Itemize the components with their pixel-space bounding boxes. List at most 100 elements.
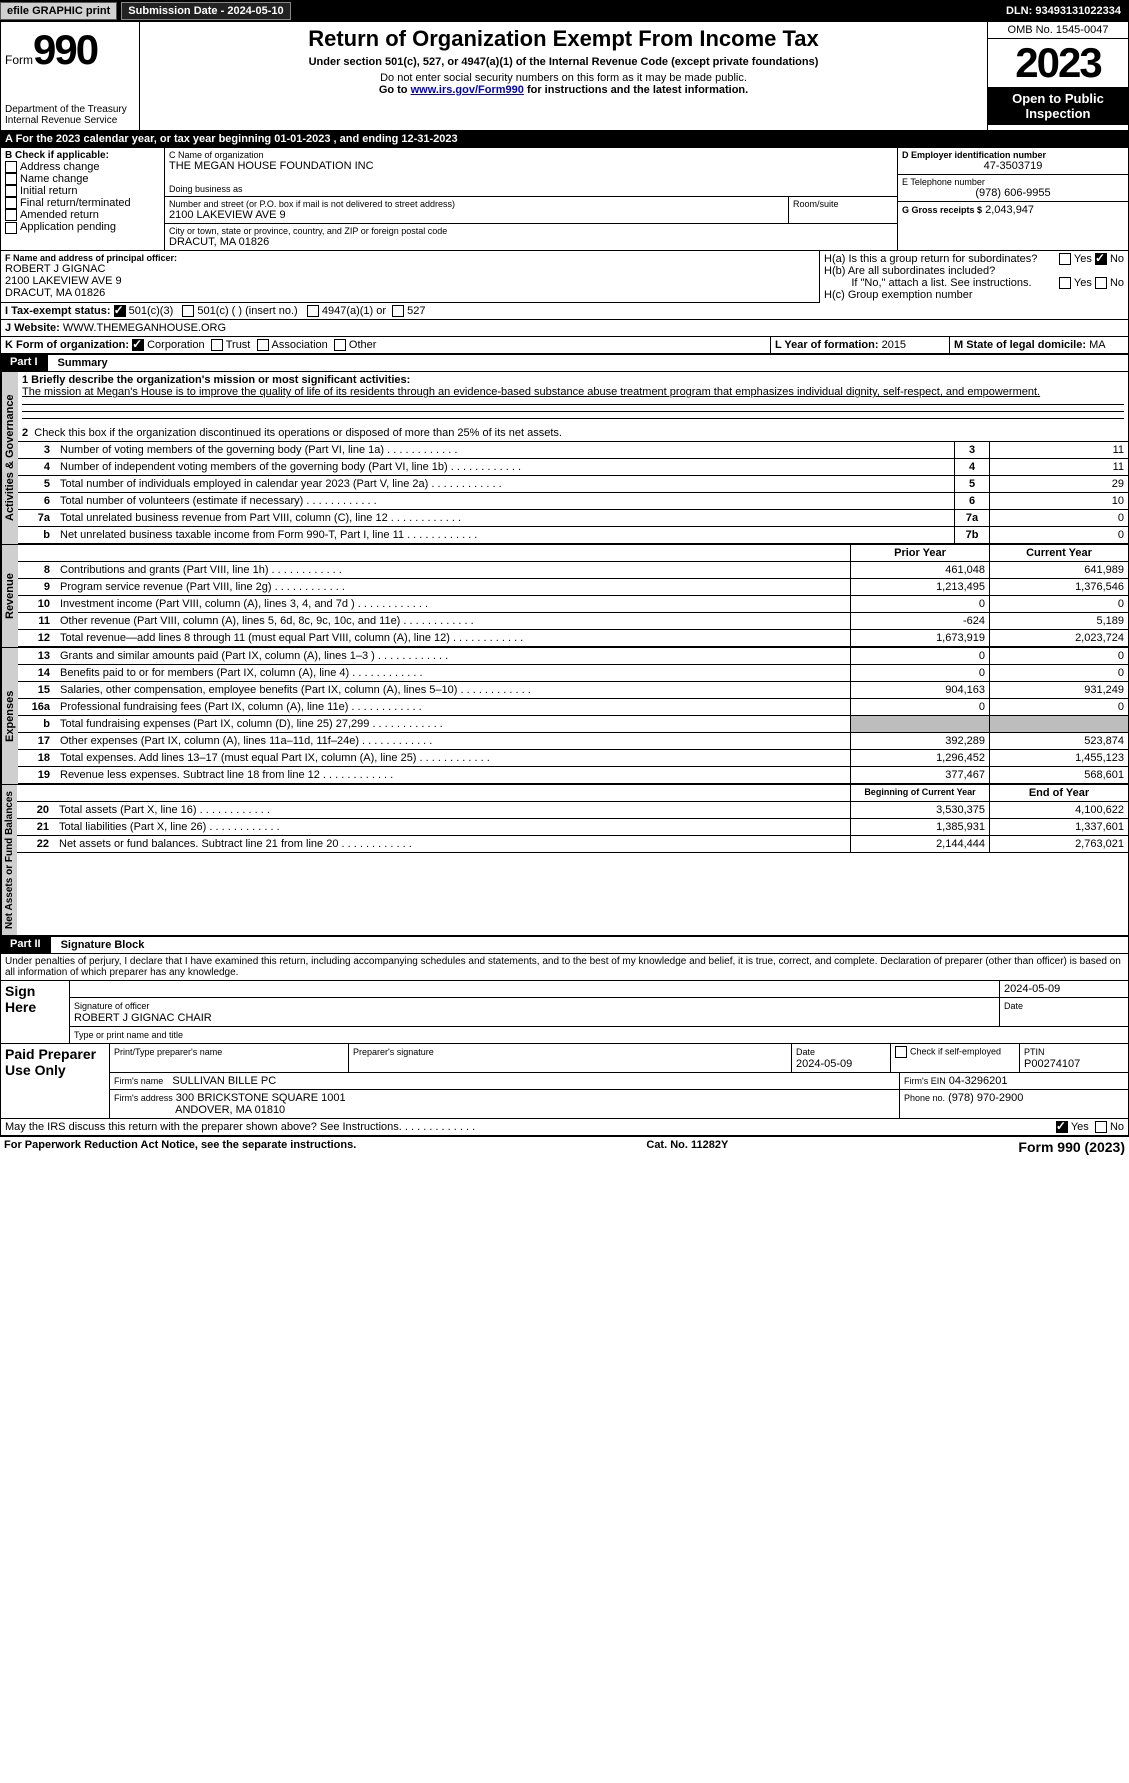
org-name-label: C Name of organization [169,150,893,160]
h-a-no-chk[interactable] [1095,253,1107,265]
ein: 47-3503719 [902,160,1124,172]
current-value: 1,455,123 [989,750,1128,766]
chk-527[interactable] [392,305,404,317]
section-h: H(a) Is this a group return for subordin… [820,251,1128,303]
vert-expenses: Expenses [1,648,18,784]
prior-value: -624 [850,613,989,629]
line-text: Investment income (Part VIII, column (A)… [56,596,850,612]
org-name: THE MEGAN HOUSE FOUNDATION INC [169,160,893,172]
section-m: M State of legal domicile: MA [950,337,1128,353]
footer-mid: Cat. No. 11282Y [646,1139,728,1155]
chk-address[interactable]: Address change [5,161,160,173]
dln-value: 93493131022334 [1035,5,1121,17]
line-num: 14 [18,665,56,681]
goto-note: Go to www.irs.gov/Form990 for instructio… [146,84,981,96]
chk-4947[interactable] [307,305,319,317]
chk-trust[interactable] [211,339,223,351]
section-i: I Tax-exempt status: 501(c)(3) 501(c) ( … [1,303,1128,320]
current-value: 4,100,622 [989,802,1128,818]
line-box: 4 [954,459,989,475]
website: WWW.THEMEGANHOUSE.ORG [63,322,226,334]
col-begin: Beginning of Current Year [850,785,989,801]
h-a-yes: Yes [1074,253,1092,265]
officer-title-label: Type or print name and title [74,1030,183,1040]
discuss-text: May the IRS discuss this return with the… [5,1121,475,1133]
section-j: J Website: WWW.THEMEGANHOUSE.ORG [1,320,1128,336]
chk-initial[interactable]: Initial return [5,185,160,197]
line-text: Total number of volunteers (estimate if … [56,493,954,509]
exp-row-18: 18 Total expenses. Add lines 13–17 (must… [18,750,1128,767]
current-value: 1,337,601 [989,819,1128,835]
line-value: 0 [989,510,1128,526]
chk-assoc[interactable] [257,339,269,351]
line-text: Other expenses (Part IX, column (A), lin… [56,733,850,749]
page-footer: For Paperwork Reduction Act Notice, see … [0,1136,1129,1157]
discuss-no-chk[interactable] [1095,1121,1107,1133]
prep-date-label: Date [796,1047,815,1057]
ptin-label: PTIN [1024,1047,1045,1057]
discuss-yes-chk[interactable] [1056,1121,1068,1133]
gross-receipts: 2,043,947 [985,204,1034,216]
h-c-label: H(c) Group exemption number [824,289,1124,301]
chk-name-label: Name change [20,173,89,185]
h-b-no-chk[interactable] [1095,277,1107,289]
gov-row-3: 3 Number of voting members of the govern… [18,442,1128,459]
chk-other[interactable] [334,339,346,351]
exp-row-19: 19 Revenue less expenses. Subtract line … [18,767,1128,784]
form-subtitle: Under section 501(c), 527, or 4947(a)(1)… [146,56,981,68]
current-value: 931,249 [989,682,1128,698]
current-value: 5,189 [989,613,1128,629]
line-num: 19 [18,767,56,783]
chk-corp[interactable] [132,339,144,351]
line-text: Total revenue—add lines 8 through 11 (mu… [56,630,850,646]
domicile-label: M State of legal domicile: [954,339,1086,351]
assoc-label: Association [272,339,328,351]
h-b-row: H(b) Are all subordinates included? Yes … [824,265,1124,277]
col-prior: Prior Year [850,545,989,561]
net-row-21: 21 Total liabilities (Part X, line 26) 1… [17,819,1128,836]
year-formation-label: L Year of formation: [775,339,879,351]
phone-label: E Telephone number [902,177,1124,187]
irs-link[interactable]: www.irs.gov/Form990 [411,84,524,96]
prior-value: 392,289 [850,733,989,749]
efile-graphic-print-button[interactable]: efile GRAPHIC print [0,2,117,20]
city: DRACUT, MA 01826 [169,236,893,248]
current-value: 523,874 [989,733,1128,749]
prior-value [850,716,989,732]
chk-pending[interactable]: Application pending [5,221,160,233]
prior-value: 0 [850,665,989,681]
chk-name[interactable]: Name change [5,173,160,185]
ein-label: D Employer identification number [902,150,1124,160]
current-value: 0 [989,596,1128,612]
part-i-num: Part I [0,354,48,372]
form-header: Form990 Department of the Treasury Inter… [0,22,1129,131]
other-label: Other [349,339,377,351]
line-text: Total expenses. Add lines 13–17 (must eq… [56,750,850,766]
officer-name: ROBERT J GIGNAC [5,263,815,275]
phone: (978) 606-9955 [902,187,1124,199]
chk-amended[interactable]: Amended return [5,209,160,221]
chk-amended-label: Amended return [20,209,99,221]
rev-row-11: 11 Other revenue (Part VIII, column (A),… [18,613,1128,630]
cal-end: 12-31-2023 [401,133,457,145]
line-num: 15 [18,682,56,698]
line-text: Total number of individuals employed in … [56,476,954,492]
exp-row-17: 17 Other expenses (Part IX, column (A), … [18,733,1128,750]
chk-501c3[interactable] [114,305,126,317]
prior-value: 377,467 [850,767,989,783]
chk-501c[interactable] [182,305,194,317]
officer-addr2: DRACUT, MA 01826 [5,287,815,299]
h-b-yes-chk[interactable] [1059,277,1071,289]
line-text: Number of voting members of the governin… [56,442,954,458]
dln-label: DLN: [1006,5,1032,17]
gov-row-7a: 7a Total unrelated business revenue from… [18,510,1128,527]
chk-final[interactable]: Final return/terminated [5,197,160,209]
line-num: 12 [18,630,56,646]
chk-self-employed[interactable] [895,1046,907,1058]
sign-here-label: Sign Here [1,981,70,1043]
footer-form-post: (2023) [1081,1139,1125,1155]
mission-text: The mission at Megan's House is to impro… [22,386,1040,398]
line-text: Other revenue (Part VIII, column (A), li… [56,613,850,629]
h-a-yes-chk[interactable] [1059,253,1071,265]
line-2: 2 Check this box if the organization dis… [18,425,1128,442]
